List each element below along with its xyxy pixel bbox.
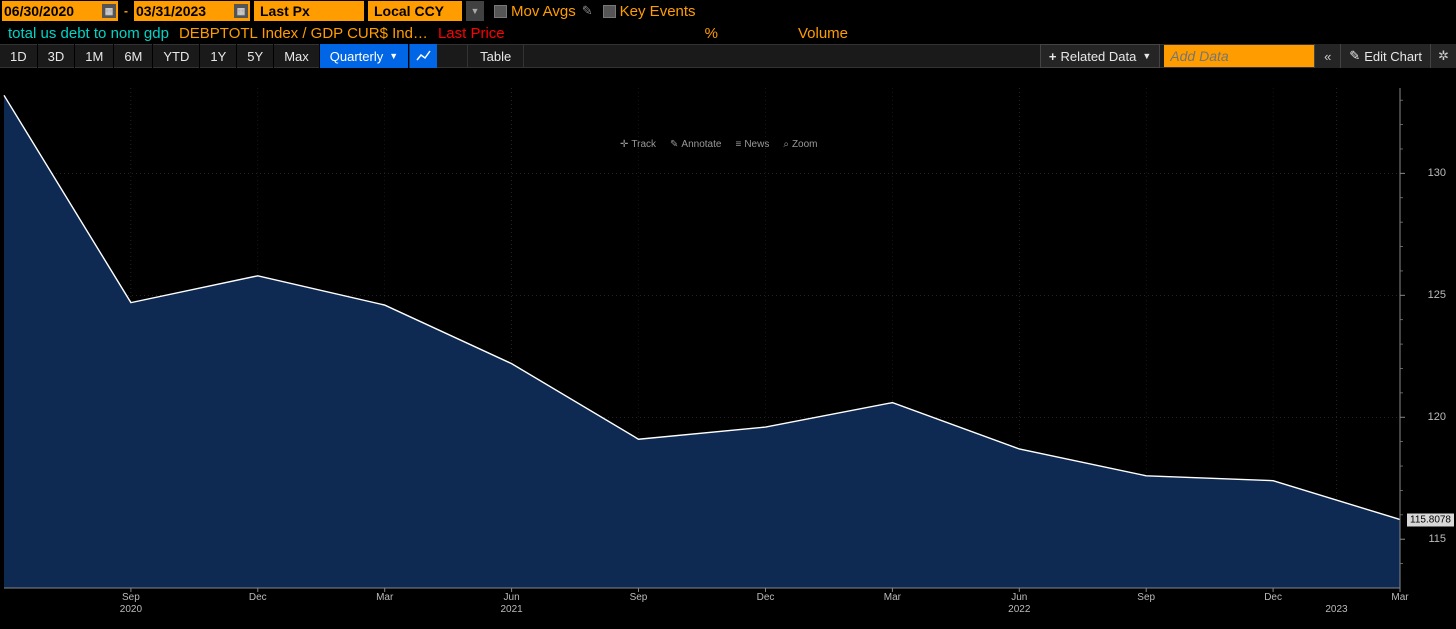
security-ticker: DEBPTOTL Index / GDP CUR$ Ind…	[179, 25, 428, 42]
range-button-1y[interactable]: 1Y	[200, 44, 237, 68]
x-axis-tick: Dec	[249, 592, 267, 603]
mov-avgs-group[interactable]: Mov Avgs ✎	[494, 3, 593, 20]
currency-select[interactable]: Local CCY	[368, 1, 462, 21]
range-button-5y[interactable]: 5Y	[237, 44, 274, 68]
chevron-down-icon[interactable]: ▼	[466, 1, 484, 21]
key-events-label: Key Events	[620, 3, 696, 20]
key-events-checkbox[interactable]	[603, 5, 616, 18]
security-name: total us debt to nom gdp	[8, 25, 169, 42]
plus-icon: +	[1049, 49, 1057, 64]
x-axis-year: 2022	[1008, 604, 1030, 615]
calendar-icon[interactable]: ▦	[102, 4, 116, 18]
date-to-value: 03/31/2023	[136, 3, 206, 19]
line-chart-icon	[416, 49, 432, 63]
mov-avgs-label: Mov Avgs	[511, 3, 576, 20]
last-price-label: Last Price	[438, 25, 505, 42]
top-bar: 06/30/2020 ▦ - 03/31/2023 ▦ Last Px Loca…	[0, 0, 1456, 22]
x-axis-tick: Sep	[630, 592, 648, 603]
y-axis-tick: 120	[1428, 411, 1446, 423]
chevron-left-double-icon: «	[1324, 49, 1331, 64]
x-axis-tick: Mar	[1391, 592, 1408, 603]
related-data-button[interactable]: + Related Data ▼	[1040, 44, 1160, 68]
track-tool[interactable]: ✛Track	[620, 139, 656, 150]
x-axis-tick: Dec	[757, 592, 775, 603]
period-dropdown[interactable]: Quarterly ▼	[320, 44, 409, 68]
zoom-tool[interactable]: ⌕Zoom	[783, 139, 817, 150]
collapse-button[interactable]: «	[1314, 44, 1340, 68]
info-row: total us debt to nom gdp DEBPTOTL Index …	[0, 22, 1456, 44]
chart-type-button[interactable]	[409, 44, 437, 68]
x-axis-tick: Jun	[504, 592, 520, 603]
news-icon: ≡	[735, 139, 741, 150]
date-to-input[interactable]: 03/31/2023 ▦	[134, 1, 250, 21]
y-axis-tick: 115	[1428, 533, 1446, 545]
range-button-max[interactable]: Max	[274, 44, 320, 68]
x-axis-tick: Jun	[1011, 592, 1027, 603]
key-events-group[interactable]: Key Events	[603, 3, 696, 20]
annotate-tool[interactable]: ✎Annotate	[670, 139, 721, 150]
x-axis-tick: Sep	[1137, 592, 1155, 603]
chart-area[interactable]: ✛Track ✎Annotate ≡News ⌕Zoom 115 120 125 13…	[0, 68, 1456, 629]
pencil-icon: ✎	[1349, 48, 1360, 64]
mov-avgs-checkbox[interactable]	[494, 5, 507, 18]
chevron-down-icon: ▼	[389, 51, 398, 61]
date-from-value: 06/30/2020	[4, 3, 74, 19]
pencil-icon[interactable]: ✎	[582, 3, 593, 19]
x-axis-year: 2020	[120, 604, 142, 615]
y-axis-tick: 130	[1428, 167, 1446, 179]
edit-chart-button[interactable]: ✎ Edit Chart	[1340, 44, 1430, 68]
chevron-down-icon: ▼	[1142, 51, 1151, 61]
chart-tools: ✛Track ✎Annotate ≡News ⌕Zoom	[620, 139, 818, 150]
current-value-box: 115.8078	[1407, 513, 1454, 526]
pencil-icon: ✎	[670, 139, 678, 150]
chart-svg	[0, 68, 1456, 629]
x-axis-tick: Mar	[884, 592, 901, 603]
range-button-ytd[interactable]: YTD	[153, 44, 200, 68]
date-from-input[interactable]: 06/30/2020 ▦	[2, 1, 118, 21]
table-button[interactable]: Table	[467, 44, 524, 68]
crosshair-icon: ✛	[620, 139, 628, 150]
magnifier-icon: ⌕	[783, 139, 789, 150]
add-data-input[interactable]	[1164, 45, 1314, 67]
range-button-1m[interactable]: 1M	[75, 44, 114, 68]
x-axis-year: 2021	[500, 604, 522, 615]
range-button-3d[interactable]: 3D	[38, 44, 76, 68]
percent-symbol: %	[705, 25, 718, 42]
news-tool[interactable]: ≡News	[735, 139, 769, 150]
x-axis-year: 2023	[1325, 604, 1347, 615]
x-axis-tick: Sep	[122, 592, 140, 603]
x-axis-tick: Mar	[376, 592, 393, 603]
range-buttons: 1D3D1M6MYTD1Y5YMax	[0, 44, 320, 68]
toolbar: 1D3D1M6MYTD1Y5YMax Quarterly ▼ Table + R…	[0, 44, 1456, 68]
price-field-select[interactable]: Last Px	[254, 1, 364, 21]
volume-label: Volume	[798, 25, 848, 42]
y-axis-tick: 125	[1428, 289, 1446, 301]
x-axis-tick: Dec	[1264, 592, 1282, 603]
gear-icon: ✲	[1438, 48, 1449, 64]
calendar-icon[interactable]: ▦	[234, 4, 248, 18]
range-button-1d[interactable]: 1D	[0, 44, 38, 68]
settings-button[interactable]: ✲	[1430, 44, 1456, 68]
range-button-6m[interactable]: 6M	[114, 44, 153, 68]
date-dash: -	[122, 4, 130, 18]
